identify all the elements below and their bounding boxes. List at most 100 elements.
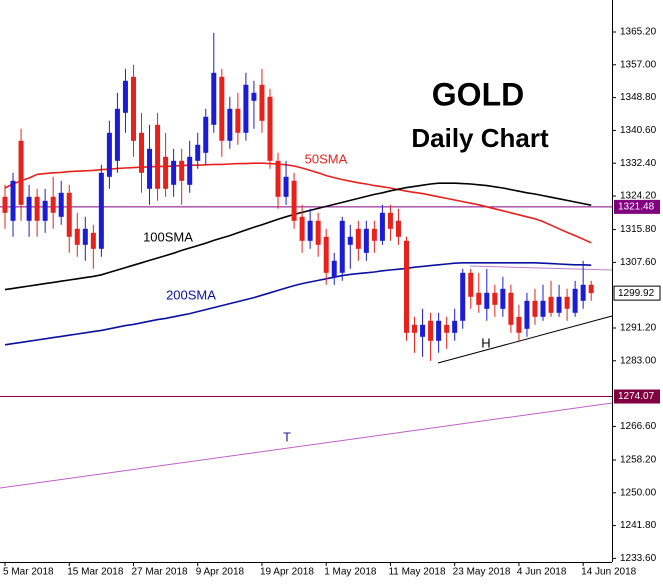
overlay-label: 100SMA (143, 229, 193, 244)
candle-body (428, 320, 434, 341)
y-tick-label: 1266.60 (620, 421, 657, 432)
candle-body (580, 284, 586, 301)
candle-body (339, 220, 345, 273)
candle-body (283, 176, 289, 197)
candle-body (26, 196, 32, 221)
candle-body (484, 292, 490, 309)
candle-body (291, 180, 297, 221)
y-tick-label: 1340.60 (620, 125, 657, 136)
candle-body (98, 172, 104, 249)
candle-body (114, 108, 120, 161)
candle-body (355, 228, 361, 249)
candle-body (476, 292, 482, 305)
candle-body (235, 108, 241, 133)
candle-body (74, 228, 80, 245)
candle-body (540, 300, 546, 317)
last-price-label: 1299.92 (618, 288, 655, 299)
x-tick-label: 1 May 2018 (324, 567, 377, 578)
candle-body (187, 156, 193, 185)
candle-body (122, 80, 128, 113)
candle-body (420, 324, 426, 337)
candle-body (307, 220, 313, 241)
candle-body (275, 160, 281, 197)
x-tick-label: 9 Apr 2018 (196, 567, 245, 578)
y-tick-label: 1233.60 (620, 553, 657, 564)
y-tick-label: 1307.60 (620, 257, 657, 268)
candle-body (243, 84, 249, 133)
annotation: T (283, 429, 291, 444)
candle-body (516, 316, 522, 333)
candle-body (139, 132, 145, 173)
candle-body (2, 196, 8, 213)
candle-body (90, 232, 96, 249)
candle-body (251, 92, 257, 101)
x-tick-label: 5 Mar 2018 (3, 567, 54, 578)
candle-body (404, 240, 409, 333)
candle-body (436, 320, 442, 341)
candle-body (323, 236, 329, 273)
candle-body (82, 228, 88, 245)
y-tick-label: 1332.40 (620, 158, 657, 169)
candle-body (379, 212, 385, 241)
x-tick-label: 14 Jun 2018 (581, 567, 636, 578)
y-tick-label: 1283.00 (620, 355, 657, 366)
candle-body (163, 156, 169, 189)
candle-body (147, 148, 153, 189)
level-label: 1274.07 (618, 391, 655, 402)
candle-body (412, 324, 418, 333)
y-tick-label: 1241.80 (620, 520, 657, 531)
candle-body (130, 76, 136, 141)
sma-line (4, 261, 592, 346)
resistance-line (469, 265, 613, 271)
y-tick-label: 1315.80 (620, 224, 657, 235)
chart-title: GOLD (432, 76, 524, 112)
x-tick-label: 23 May 2018 (453, 567, 511, 578)
candle-body (203, 116, 209, 153)
plot-area (0, 32, 612, 398)
candle-body (588, 284, 594, 294)
candle-body (66, 192, 72, 237)
x-tick-label: 4 Jun 2018 (517, 567, 567, 578)
candle-body (155, 124, 161, 189)
candle-body (267, 96, 273, 161)
candle-body (548, 296, 554, 313)
level-label-box (614, 389, 660, 404)
level-label-box (614, 199, 660, 214)
candle-body (371, 228, 377, 241)
candle-body (524, 300, 530, 329)
candle-body (219, 76, 225, 141)
x-tick-label: 11 May 2018 (388, 567, 446, 578)
candle-body (395, 220, 401, 237)
candle-body (460, 272, 466, 321)
y-tick-label: 1365.20 (620, 27, 657, 38)
candle-body (572, 288, 578, 313)
candle-body (299, 216, 305, 241)
overlay-label: 50SMA (305, 151, 348, 166)
candle-body (106, 132, 112, 177)
sma-line (4, 182, 592, 291)
candle-body (452, 320, 458, 333)
annotation: H (481, 335, 490, 350)
candle-body (315, 220, 321, 245)
candle-body (468, 272, 474, 297)
last-price-box (613, 285, 661, 301)
y-tick-label: 1258.20 (620, 455, 657, 466)
trendline-t (0, 402, 613, 489)
trendline-h (437, 315, 613, 364)
y-tick-label: 1348.80 (620, 92, 657, 103)
y-tick-label: 1291.20 (620, 323, 657, 334)
candle-body (211, 72, 217, 125)
level-label: 1321.48 (618, 202, 655, 213)
chart-subtitle: Daily Chart (411, 123, 549, 153)
x-tick-label: 15 Mar 2018 (67, 567, 124, 578)
candle-body (171, 160, 177, 185)
candle-body (227, 108, 233, 141)
y-tick-label: 1324.20 (620, 191, 657, 202)
candle-body (34, 196, 40, 221)
candle-body (50, 196, 56, 213)
candle-body (331, 260, 337, 277)
candle-body (363, 228, 369, 253)
candle-body (444, 324, 450, 333)
